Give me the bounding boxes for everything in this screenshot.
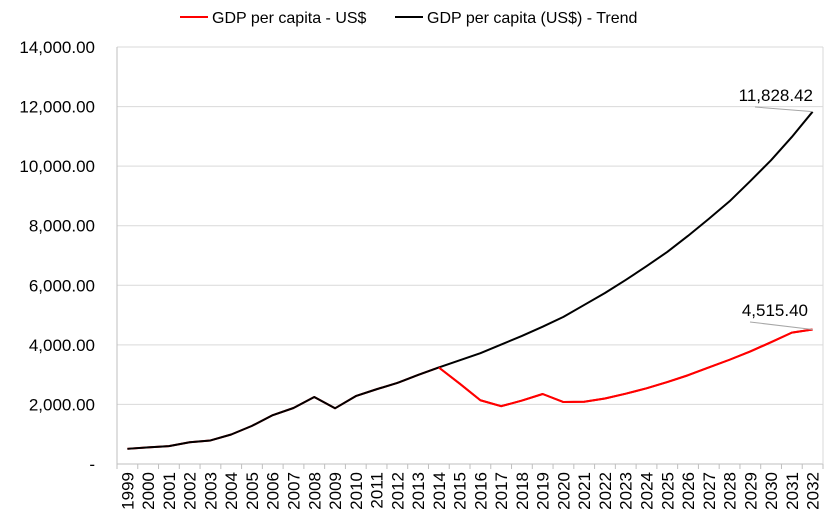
y-tick-label-14000: 14,000.00: [19, 38, 95, 57]
gridlines: [117, 46, 823, 405]
x-tick-label-2027: 2027: [700, 472, 719, 510]
x-tick-label-2007: 2007: [285, 472, 304, 510]
x-tick-label-2021: 2021: [575, 472, 594, 510]
y-tick-label-2000: 2,000.00: [29, 395, 95, 414]
series-line-1: [127, 111, 814, 450]
x-tick-label-2023: 2023: [617, 472, 636, 510]
x-tick-label-2014: 2014: [430, 472, 449, 510]
x-tick-label-2022: 2022: [596, 472, 615, 510]
x-tick-label-2005: 2005: [243, 472, 262, 510]
x-tick-label-2018: 2018: [513, 472, 532, 510]
y-tick-label-6000: 6,000.00: [29, 276, 95, 295]
x-tick-label-2010: 2010: [347, 472, 366, 510]
x-tick-label-2017: 2017: [492, 472, 511, 510]
x-tick-label-1999: 1999: [118, 472, 137, 510]
y-tick-label-4000: 4,000.00: [29, 336, 95, 355]
x-tick-label-2029: 2029: [741, 472, 760, 510]
x-tick-label-2002: 2002: [181, 472, 200, 510]
y-tick-label-12000: 12,000.00: [19, 98, 95, 117]
x-axis-ticks: 1999 2000 2001 2002 2003 2004 2005 2006 2007 2008…: [118, 472, 822, 510]
series-line-0-tail: [438, 328, 813, 408]
x-tick-label-2009: 2009: [326, 472, 345, 510]
x-tick-label-2016: 2016: [471, 472, 490, 510]
x-tick-label-2006: 2006: [264, 472, 283, 510]
y-tick-label-8000: 8,000.00: [29, 217, 95, 236]
legend-label-0: GDP per capita - US$: [212, 10, 367, 27]
x-tick-label-2015: 2015: [451, 472, 470, 510]
y-tick-label-10000: 10,000.00: [19, 157, 95, 176]
x-tick-label-2012: 2012: [388, 472, 407, 510]
x-tick-label-2004: 2004: [222, 472, 241, 510]
x-tick-label-2013: 2013: [409, 472, 428, 510]
x-tick-label-2030: 2030: [762, 472, 781, 510]
axes: [116, 47, 824, 469]
x-tick-label-2011: 2011: [368, 472, 387, 509]
x-tick-label-2026: 2026: [679, 472, 698, 510]
x-tick-label-2019: 2019: [534, 472, 553, 510]
x-tick-label-2024: 2024: [638, 472, 657, 510]
x-tick-label-2028: 2028: [721, 472, 740, 510]
x-tick-label-2025: 2025: [658, 472, 677, 510]
y-axis-ticks: - 2,000.00 4,000.00 6,000.00 8,000.00 10,000.…: [19, 38, 95, 474]
x-tick-label-2008: 2008: [305, 472, 324, 510]
x-tick-label-2020: 2020: [554, 472, 573, 510]
data-label-leader-1: [754, 106, 813, 113]
legend-label-1: GDP per capita (US$) - Trend: [427, 10, 637, 27]
data-label-leader-0: [749, 321, 813, 331]
y-tick-label-0: -: [89, 455, 95, 474]
legend: GDP per capita - US$ GDP per capita (US$)…: [180, 10, 637, 27]
data-labels: 11,828.42 4,515.40: [739, 86, 813, 331]
series-line-0: [127, 328, 813, 450]
data-label-end-1: 11,828.42: [739, 86, 813, 105]
x-tick-label-2001: 2001: [160, 472, 179, 510]
x-tick-label-2000: 2000: [139, 472, 158, 510]
data-label-end-0: 4,515.40: [742, 301, 808, 320]
x-tick-label-2032: 2032: [804, 472, 823, 510]
x-tick-label-2003: 2003: [201, 472, 220, 510]
series-group: [127, 111, 814, 450]
x-tick-label-2031: 2031: [783, 472, 802, 510]
